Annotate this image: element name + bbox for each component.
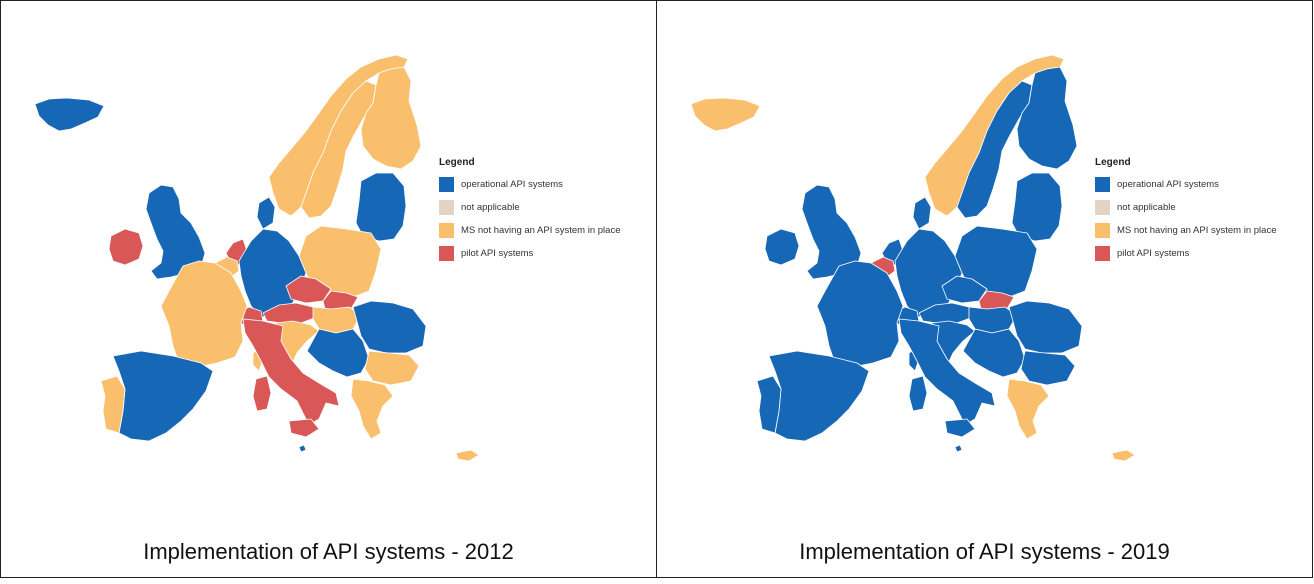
country-sicily [288, 418, 320, 438]
country-italy [898, 318, 996, 426]
country-france [816, 260, 904, 368]
legend-swatch [1095, 200, 1110, 215]
legend-swatch [439, 177, 454, 192]
country-finland [360, 66, 422, 170]
country-balkans [306, 328, 370, 378]
legend-item-operational: operational API systems [439, 177, 649, 192]
country-spain [112, 350, 214, 442]
europe-map [690, 54, 1136, 462]
country-ireland [108, 228, 144, 266]
country-sardinia [252, 375, 272, 412]
legend-item-no-system: MS not having an API system in place [1095, 223, 1305, 238]
legend-item-not-applicable: not applicable [1095, 200, 1305, 215]
country-denmark [912, 196, 932, 230]
country-cyprus [455, 449, 480, 462]
legend-label: not applicable [461, 202, 520, 213]
country-denmark [256, 196, 276, 230]
country-czechia [941, 275, 988, 304]
legend-item-pilot: pilot API systems [1095, 246, 1305, 261]
legend-label: pilot API systems [461, 248, 534, 259]
country-portugal [756, 375, 782, 434]
country-sicily [944, 418, 976, 438]
country-portugal [100, 375, 126, 434]
country-greece [350, 378, 394, 440]
legend-swatch [439, 223, 454, 238]
map-panel-2012: Legend operational API systems not appli… [0, 0, 657, 578]
legend-item-pilot: pilot API systems [439, 246, 649, 261]
legend-label: pilot API systems [1117, 248, 1190, 259]
country-balkans [962, 328, 1026, 378]
legend-label: operational API systems [1117, 179, 1219, 190]
country-ireland [764, 228, 800, 266]
legend-item-operational: operational API systems [1095, 177, 1305, 192]
country-baltics [355, 172, 407, 242]
legend: Legend operational API systems not appli… [439, 157, 649, 269]
legend-swatch [439, 200, 454, 215]
country-malta [954, 444, 963, 453]
legend-swatch [1095, 223, 1110, 238]
europe-map [34, 54, 480, 462]
map-caption: Implementation of API systems - 2012 [143, 539, 514, 564]
legend-title: Legend [1095, 157, 1131, 168]
country-romania [1008, 300, 1083, 354]
legend-label: operational API systems [461, 179, 563, 190]
legend-title: Legend [439, 157, 475, 168]
legend-label: not applicable [1117, 202, 1176, 213]
country-bulgaria [1020, 350, 1076, 386]
country-italy [242, 318, 340, 426]
country-greece [1006, 378, 1050, 440]
country-finland [1016, 66, 1078, 170]
legend-label: MS not having an API system in place [1117, 225, 1277, 236]
legend: Legend operational API systems not appli… [1095, 157, 1305, 269]
legend-label: MS not having an API system in place [461, 225, 621, 236]
country-czechia [285, 275, 332, 304]
country-cyprus [1111, 449, 1136, 462]
country-bulgaria [364, 350, 420, 386]
legend-item-not-applicable: not applicable [439, 200, 649, 215]
legend-swatch [439, 246, 454, 261]
legend-item-no-system: MS not having an API system in place [439, 223, 649, 238]
country-malta [298, 444, 307, 453]
country-baltics [1011, 172, 1063, 242]
legend-swatch [1095, 177, 1110, 192]
country-romania [352, 300, 427, 354]
country-iceland [34, 97, 105, 132]
country-france [160, 260, 248, 368]
map-panel-2019: Legend operational API systems not appli… [656, 0, 1313, 578]
map-caption: Implementation of API systems - 2019 [799, 539, 1170, 564]
legend-swatch [1095, 246, 1110, 261]
country-iceland [690, 97, 761, 132]
country-sardinia [908, 375, 928, 412]
country-spain [768, 350, 870, 442]
